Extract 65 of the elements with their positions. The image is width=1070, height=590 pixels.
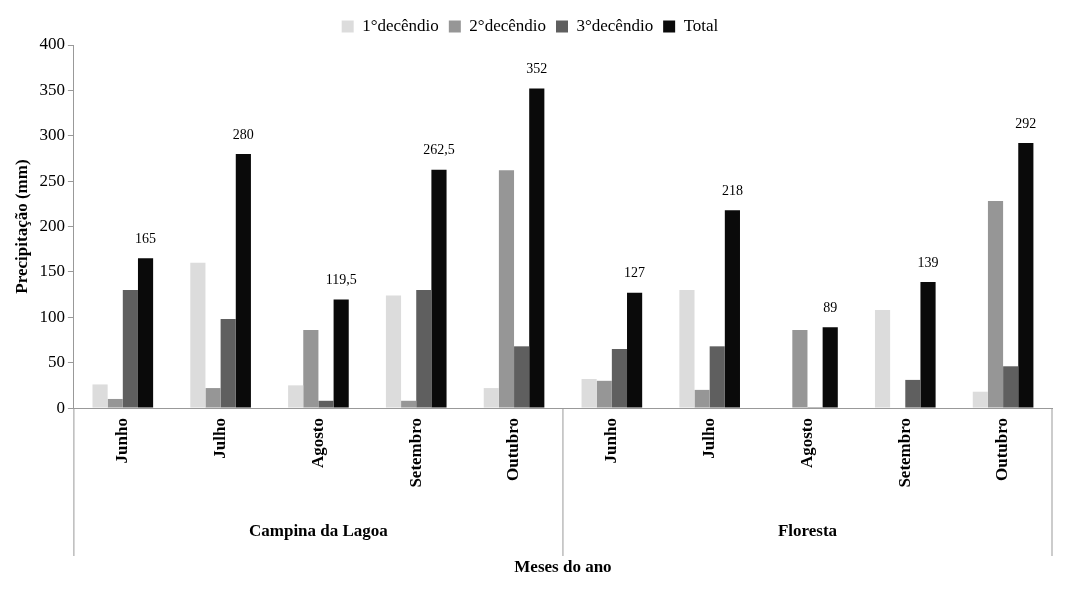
bar [529,88,545,408]
x-tick-label: Agosto [796,418,816,469]
y-tick-label: 150 [39,261,65,281]
bar [318,400,334,408]
text: Floresta [777,521,838,541]
data-label: 165 [135,230,157,246]
legend-label: 1°decêndio [362,15,439,35]
bar [874,310,891,408]
bar [627,292,643,408]
text: Campina da Lagoa [248,521,389,541]
bar [611,349,628,408]
bar [679,290,695,408]
y-tick-label: 200 [39,215,65,235]
bar [920,281,936,408]
data-label: 119,5 [325,272,357,288]
y-tick-label: 250 [39,170,65,190]
bar [416,290,432,408]
bar [288,385,304,408]
bar [483,388,499,408]
x-tick-label: Outubro [503,418,523,482]
bar [581,379,597,408]
x-tick-label: Setembro [894,418,914,488]
bar [220,319,236,408]
bar [514,346,530,408]
x-tick-label: Agosto [307,418,327,469]
bar [972,391,988,408]
bar [822,327,838,408]
bar [235,153,251,408]
y-axis-title: Precipitação (mm) [11,159,31,294]
legend-label: Total [683,15,719,35]
bar [1018,143,1034,408]
y-tick-label: 300 [39,125,65,145]
data-label: 292 [1015,115,1037,131]
x-tick-label: Junho [112,418,132,464]
y-tick-label: 50 [47,352,65,372]
data-label: 352 [526,61,548,77]
y-tick-label: 100 [39,306,65,326]
y-tick-label: 350 [39,79,65,99]
data-label: 139 [917,254,939,270]
data-label: 89 [823,299,838,315]
data-label: 262,5 [423,142,455,158]
x-tick-label: Julho [699,418,719,459]
bar [1003,366,1019,408]
bar [122,290,138,408]
bar [431,169,447,408]
legend-label: 2°decêndio [469,15,546,35]
data-label: 280 [232,126,254,142]
x-tick-label: Setembro [405,418,425,488]
data-label: 127 [624,265,646,281]
y-tick-label: 400 [39,34,65,54]
x-tick-label: Junho [601,418,621,464]
bar [905,379,921,408]
x-axis-title: Meses do ano [514,557,612,577]
bar [137,258,154,408]
x-tick-label: Outubro [992,418,1012,482]
bar [190,262,206,408]
x-tick-label: Julho [210,418,230,459]
bar [724,210,740,408]
bar [709,346,725,408]
legend-label: 3°decêndio [576,15,654,35]
bar [333,299,349,408]
data-label: 218 [721,182,743,198]
bar [385,295,402,408]
bar [92,384,108,408]
y-tick-label: 0 [56,397,65,417]
